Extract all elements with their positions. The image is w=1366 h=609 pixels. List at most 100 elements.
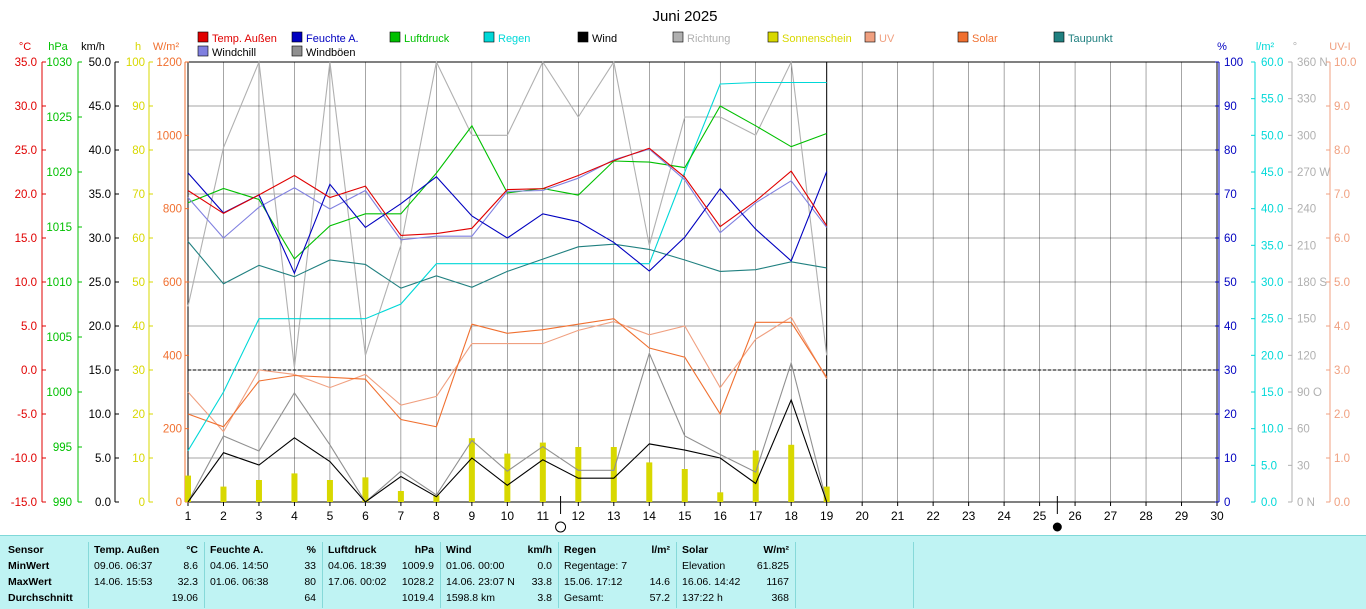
wind-tick-label: 15.0	[89, 365, 111, 377]
x-tick-label: 19	[820, 509, 834, 523]
series-line-windchill	[187, 148, 828, 241]
series-line-luftdruck	[187, 105, 827, 260]
stats-header: Regen	[564, 544, 597, 556]
rain-tick-label: 20.0	[1261, 350, 1283, 362]
rain-tick-label: 25.0	[1261, 314, 1283, 326]
series-line-feuchte-a	[187, 171, 828, 275]
sunhours-tick-label: 70	[132, 189, 145, 201]
legend-swatch	[672, 31, 684, 43]
pressure-tick-label: 1005	[46, 332, 72, 344]
x-tick-label: 18	[785, 509, 799, 523]
sunhours-tick-label: 80	[132, 145, 145, 157]
x-tick-label: 26	[1068, 509, 1082, 523]
stats-header: Temp. Außen	[94, 544, 160, 556]
legend-swatch	[864, 31, 876, 43]
sunshine-bar	[397, 491, 404, 502]
rain-tick-label: 40.0	[1261, 204, 1283, 216]
sunhours-tick-label: 30	[132, 365, 145, 377]
legend-swatch	[767, 31, 779, 43]
wind-tick-label: 0.0	[95, 497, 111, 509]
chart-title: Juni 2025	[652, 8, 717, 25]
x-tick-label: 3	[256, 509, 263, 523]
stats-col-wind: Wind km/h 01.06. 00:00 0.0 14.06. 23:07 N 33.…	[440, 542, 559, 608]
humidity-tick-label: 0	[1224, 497, 1230, 509]
temp-tick-label: 20.0	[15, 189, 37, 201]
stats-cell-value: 0.0	[537, 560, 552, 572]
legend-swatch	[197, 31, 209, 43]
direction-tick-label: 0 N	[1297, 497, 1315, 509]
wind-tick-label: 10.0	[89, 409, 111, 421]
solar-axis-unit: W/m²	[153, 41, 180, 53]
uv-tick-label: 2.0	[1334, 409, 1350, 421]
rain-tick-label: 35.0	[1261, 240, 1283, 252]
stats-cell-value: 1019.4	[401, 592, 434, 604]
legend-label: Luftdruck	[404, 33, 450, 45]
uv-tick-label: 10.0	[1334, 57, 1356, 69]
x-tick-label: 29	[1175, 509, 1189, 523]
pressure-tick-label: 990	[53, 497, 72, 509]
stats-cell-label: 16.06. 14:42	[682, 576, 741, 588]
stats-cell-value: 57.2	[649, 592, 670, 604]
series-line-solar	[187, 318, 828, 428]
rain-tick-label: 55.0	[1261, 94, 1283, 106]
legend-label: Temp. Außen	[212, 33, 277, 45]
legend-swatch	[957, 31, 969, 43]
legend-label: Windböen	[306, 47, 356, 59]
sunhours-tick-label: 40	[132, 321, 145, 333]
legend-label: Regen	[498, 33, 530, 45]
direction-tick-label: 210	[1297, 240, 1316, 252]
stats-unit: %	[306, 544, 316, 556]
stats-cell-value: 14.6	[649, 576, 670, 588]
stats-header: Wind	[446, 544, 472, 556]
x-tick-label: 23	[962, 509, 976, 523]
humidity-tick-label: 10	[1224, 453, 1237, 465]
sunshine-bar	[717, 492, 724, 502]
legend-label: Taupunkt	[1068, 33, 1113, 45]
sunshine-bar	[504, 453, 511, 502]
legend-label: Solar	[972, 33, 998, 45]
stats-cell-value: 64	[304, 592, 316, 604]
legend-label: Sonnenschein	[782, 33, 852, 45]
stats-unit: W/m²	[763, 544, 789, 556]
sunhours-tick-label: 60	[132, 233, 145, 245]
direction-tick-label: 180 S	[1297, 277, 1327, 289]
stats-unit: hPa	[414, 544, 434, 556]
wind-tick-label: 30.0	[89, 233, 111, 245]
axes: 1 2 3 4 5 6 7 8 9 10 11 12 13 14 15 16 17 18 19 20 21 22 23 24 2…	[11, 41, 1357, 523]
sunhours-tick-label: 0	[139, 497, 145, 509]
sunshine-bar	[539, 442, 546, 502]
pressure-tick-label: 1020	[46, 167, 72, 179]
stats-cell-value: 61.825	[756, 560, 789, 572]
weather-chart: Juni 2025 Temp. Außen Feuchte A. Luftdruck…	[11, 8, 1357, 533]
temp-tick-label: -15.0	[11, 497, 37, 509]
legend-label: UV	[879, 33, 895, 45]
uv-tick-label: 0.0	[1334, 497, 1350, 509]
stats-unit: km/h	[527, 544, 552, 556]
solar-tick-label: 0	[176, 497, 182, 509]
solar-tick-label: 200	[163, 424, 182, 436]
x-tick-label: 21	[891, 509, 905, 523]
row-label-min: MinWert	[8, 560, 50, 572]
legend-swatch	[291, 31, 303, 43]
direction-tick-label: 120	[1297, 350, 1316, 362]
direction-tick-label: 90 O	[1297, 387, 1322, 399]
humidity-tick-label: 50	[1224, 277, 1237, 289]
sunhours-tick-label: 100	[126, 57, 145, 69]
stats-cell-value: 80	[304, 576, 316, 588]
row-label-avg: Durchschnitt	[8, 592, 73, 604]
x-tick-label: 17	[749, 509, 763, 523]
x-tick-label: 15	[678, 509, 692, 523]
series-line-wind	[187, 398, 828, 503]
legend-label: Feuchte A.	[306, 33, 359, 45]
rain-tick-label: 5.0	[1261, 460, 1277, 472]
series-line-taupunkt	[187, 241, 827, 289]
stats-col-pressure: Luftdruck hPa 04.06. 18:39 1009.9 17.06. 00:…	[322, 542, 441, 608]
sunshine-bar	[291, 473, 298, 502]
stats-cell-label: 17.06. 00:02	[328, 576, 387, 588]
rain-tick-label: 30.0	[1261, 277, 1283, 289]
humidity-tick-label: 30	[1224, 365, 1237, 377]
stats-cell-value: 1009.9	[401, 560, 434, 572]
uv-tick-label: 4.0	[1334, 321, 1350, 333]
stats-unit: l/m²	[651, 544, 670, 556]
legend-swatch	[291, 45, 303, 57]
